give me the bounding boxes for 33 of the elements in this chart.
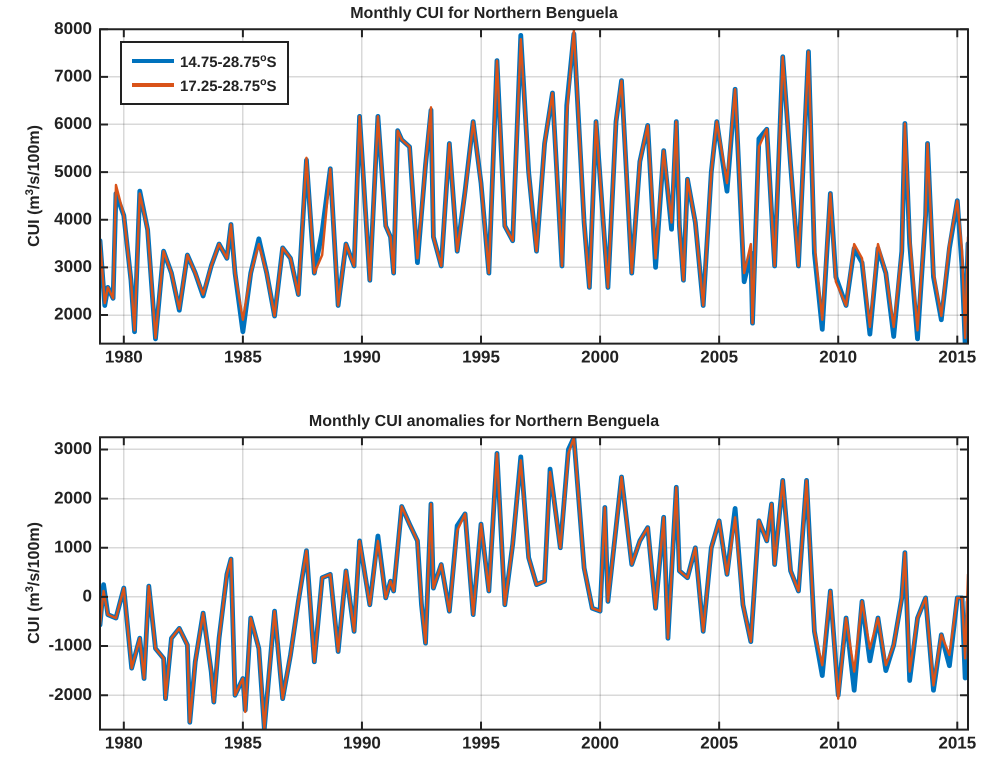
x-tick-label: 1985 [224,733,262,752]
y-tick-label: 7000 [54,66,92,86]
y-tick-label: 4000 [54,209,92,228]
legend-label: 14.75-28.75$^{o}$S [180,52,277,71]
y-tick-label: -1000 [48,636,92,655]
x-tick-label: 2000 [581,347,619,366]
x-tick-label: 1995 [462,347,500,366]
y-tick-label: -2000 [48,684,92,704]
y-tick-label: 3000 [54,257,92,276]
x-tick-label: 2005 [700,347,738,366]
y-tick-label: 8000 [54,18,92,38]
x-tick-label: 1990 [343,733,381,752]
legend-label: 17.25-28.75$^{o}$S [180,76,277,95]
chart-title: Monthly CUI for Northern Benguela [350,5,618,22]
y-tick-label: 2000 [54,304,92,324]
chart-title: Monthly CUI anomalies for Northern Benguela [308,413,660,430]
y-tick-label: 5000 [54,162,92,181]
x-tick-label: 2010 [819,733,858,752]
y-tick-label: 0 [82,586,92,606]
x-tick-label: 1980 [104,733,143,752]
x-tick-label: 1990 [343,347,381,366]
x-tick-label: 1980 [104,347,143,366]
y-tick-label: 3000 [54,439,92,458]
x-tick-label: 2005 [700,733,738,752]
x-tick-label: 2015 [938,733,976,752]
y-tick-label: 6000 [54,114,92,134]
y-tick-label: 2000 [54,488,92,508]
x-tick-label: 2010 [819,347,858,366]
y-tick-label: 1000 [54,537,92,556]
x-tick-label: 1985 [224,347,262,366]
x-tick-label: 1995 [462,733,500,752]
x-tick-label: 2015 [938,347,976,366]
x-tick-label: 2000 [581,733,619,752]
